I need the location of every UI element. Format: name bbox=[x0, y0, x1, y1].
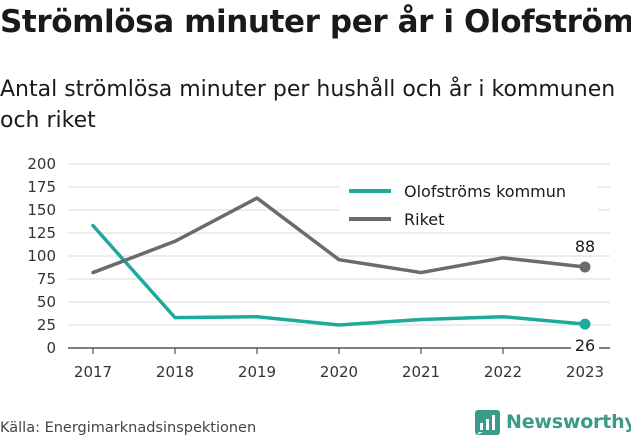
y-tick-label: 50 bbox=[37, 293, 56, 311]
source-note: Källa: Energimarknadsinspektionen bbox=[0, 420, 257, 436]
chart-title: Strömlösa minuter per år i Olofström bbox=[0, 4, 631, 40]
y-tick-label: 200 bbox=[27, 155, 56, 173]
y-tick-label: 75 bbox=[37, 270, 56, 288]
y-tick-label: 125 bbox=[27, 224, 56, 242]
end-point-riket bbox=[579, 261, 591, 273]
x-tick-label: 2019 bbox=[238, 363, 276, 381]
end-point-kommun bbox=[579, 318, 591, 330]
y-axis-ticks: 0 25 50 75 100 125 150 175 200 bbox=[27, 155, 56, 357]
y-tick-label: 25 bbox=[37, 316, 56, 334]
y-tick-label: 100 bbox=[27, 247, 56, 265]
brand-name: Newsworthy bbox=[506, 411, 631, 433]
x-tick-label: 2017 bbox=[74, 363, 112, 381]
brand[interactable]: Newsworthy bbox=[475, 408, 631, 436]
end-label-bg-kommun bbox=[571, 336, 599, 357]
grid-lines bbox=[68, 163, 610, 349]
series-lines bbox=[91, 196, 591, 330]
x-tick-label: 2020 bbox=[320, 363, 358, 381]
end-label-kommun: 26 bbox=[575, 336, 595, 355]
newsworthy-logo-icon bbox=[475, 409, 500, 435]
chart-subtitle: Antal strömlösa minuter per hushåll och … bbox=[0, 77, 616, 133]
legend-background bbox=[340, 177, 598, 232]
end-label-riket: 88 bbox=[575, 237, 595, 256]
legend-label-kommun: Olofströms kommun bbox=[404, 182, 566, 201]
x-axis-ticks: 2017 2018 2019 2020 2021 2022 2023 bbox=[74, 348, 604, 381]
x-tick-label: 2021 bbox=[402, 363, 440, 381]
x-tick-label: 2022 bbox=[484, 363, 522, 381]
x-tick-label: 2023 bbox=[566, 363, 604, 381]
y-tick-label: 150 bbox=[27, 201, 56, 219]
y-tick-label: 0 bbox=[46, 339, 56, 357]
x-tick-label: 2018 bbox=[156, 363, 194, 381]
legend: Olofströms kommun Riket bbox=[340, 177, 598, 232]
legend-label-riket: Riket bbox=[404, 210, 444, 229]
data-labels: 26 88 bbox=[571, 237, 599, 357]
series-line-riket bbox=[91, 196, 587, 275]
series-line-kommun bbox=[91, 223, 587, 327]
y-tick-label: 175 bbox=[27, 178, 56, 196]
